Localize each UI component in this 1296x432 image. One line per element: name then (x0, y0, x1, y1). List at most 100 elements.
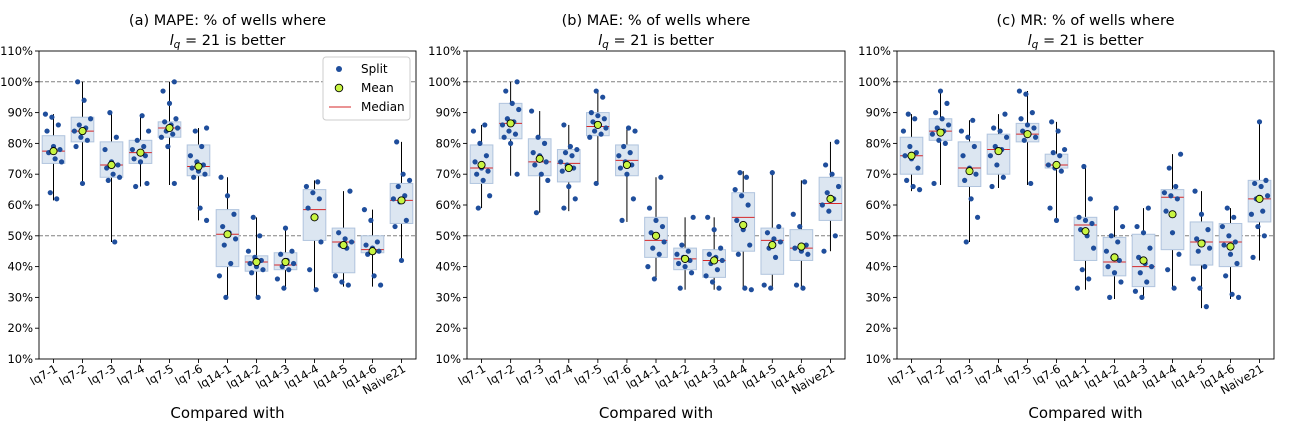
box-group-lq7-6 (186, 125, 211, 223)
split-point (987, 153, 994, 159)
split-point (742, 285, 748, 291)
box-group-lq14-2 (1102, 205, 1127, 300)
split-point (171, 180, 177, 187)
x-axis-label: Compared with (170, 404, 284, 422)
box-group-lq7-1 (41, 111, 66, 202)
y-tick-label: 70% (435, 167, 461, 181)
box-group-lq7-4 (128, 113, 153, 190)
split-point (792, 245, 798, 251)
title-subscript: q (174, 39, 181, 51)
split-point (79, 180, 86, 187)
chart-title-line2: lq = 21 is better (170, 33, 286, 51)
split-point (336, 230, 342, 236)
box-group-lq14-6 (360, 207, 385, 288)
mean-marker (49, 147, 58, 156)
split-point (1226, 233, 1232, 239)
mean-marker (397, 196, 406, 205)
y-tick-label: 110% (858, 44, 891, 58)
x-axis-label: Compared with (599, 404, 713, 422)
split-point (1197, 285, 1203, 291)
split-point (1176, 251, 1182, 257)
split-point (307, 267, 313, 273)
split-point (1055, 128, 1061, 134)
chart-title-line2: lq = 21 is better (598, 33, 714, 51)
chart-title-line2: lq = 21 is better (1028, 33, 1144, 51)
split-point (646, 205, 653, 211)
split-point (361, 207, 368, 213)
split-point (75, 79, 81, 85)
split-point (1171, 285, 1177, 291)
split-point (162, 119, 168, 125)
split-point (619, 217, 625, 223)
split-point (55, 122, 61, 128)
y-tick-label: 10% (865, 352, 891, 366)
split-point (1045, 162, 1052, 168)
chart-panel-2: 10%20%30%40%50%60%70%80%90%100%110%lq7-1… (428, 13, 846, 422)
split-point (558, 159, 564, 165)
split-point (1223, 273, 1229, 279)
split-point (561, 122, 567, 128)
split-point (131, 156, 137, 162)
split-point (685, 248, 691, 254)
split-point (656, 251, 662, 257)
split-point (516, 106, 522, 113)
split-point (1115, 239, 1121, 245)
split-point (974, 214, 981, 220)
split-point (600, 94, 606, 100)
split-point (535, 134, 541, 140)
split-point (532, 162, 538, 168)
split-point (260, 267, 266, 273)
split-point (1111, 270, 1118, 276)
box (331, 227, 356, 274)
title-rest: = 21 is better (180, 33, 285, 49)
split-point (1161, 190, 1168, 196)
split-point (819, 202, 825, 208)
split-point (220, 223, 226, 230)
box-group-lq7-2 (70, 79, 95, 187)
split-point (487, 193, 493, 199)
split-point (112, 239, 118, 245)
split-point (588, 110, 594, 116)
split-point (218, 174, 224, 180)
split-point (659, 223, 666, 230)
box-group-lq7-2 (498, 79, 523, 177)
split-point (202, 171, 208, 177)
split-point (113, 134, 119, 140)
split-point (776, 223, 782, 230)
box-group-lq7-3 (527, 108, 552, 216)
split-point (561, 205, 567, 211)
split-point (1168, 193, 1174, 199)
split-point (706, 251, 712, 257)
split-point (290, 260, 297, 267)
chart-panel-1: 10%20%30%40%50%60%70%80%90%100%110%lq7-1… (0, 13, 417, 422)
split-point (1000, 174, 1006, 180)
split-point (1221, 242, 1227, 248)
split-point (282, 225, 289, 231)
x-tick-label: lq7-4 (115, 361, 147, 388)
split-point (345, 282, 351, 288)
mean-marker (368, 247, 377, 256)
split-point (601, 116, 607, 122)
split-point (197, 205, 203, 211)
y-tick-label: 50% (865, 229, 891, 243)
split-point (821, 248, 827, 254)
split-point (470, 128, 477, 134)
split-point (912, 116, 918, 122)
split-point (221, 242, 227, 248)
split-point (310, 190, 316, 196)
box-group-lq14-3 (273, 225, 298, 291)
y-tick-label: 40% (7, 260, 33, 274)
split-point (73, 143, 79, 150)
box-group-lq14-1 (215, 174, 240, 300)
box-group-lq14-5 (331, 188, 356, 288)
split-point (572, 196, 578, 202)
mean-marker (622, 160, 631, 170)
split-point (105, 177, 111, 183)
split-point (1166, 165, 1172, 171)
split-point (475, 205, 481, 211)
split-point (829, 171, 835, 177)
split-point (84, 137, 90, 143)
split-point (627, 150, 633, 156)
mean-marker (1110, 253, 1119, 262)
split-point (593, 88, 599, 94)
